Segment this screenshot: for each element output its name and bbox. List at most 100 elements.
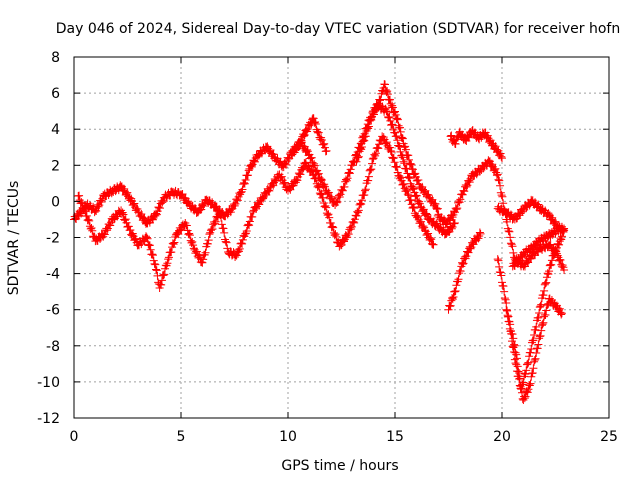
data-point: [222, 238, 231, 247]
data-point: [146, 245, 155, 254]
data-point: [406, 159, 415, 168]
data-point: [334, 191, 343, 200]
y-tick-label: 2: [51, 158, 60, 174]
data-point: [315, 189, 324, 198]
data-point: [314, 181, 323, 190]
data-point: [344, 230, 353, 239]
data-point: [293, 176, 302, 185]
data-point: [495, 262, 504, 271]
data-point: [234, 246, 243, 255]
data-point: [511, 348, 520, 357]
data-point: [388, 103, 397, 112]
data-point: [157, 276, 166, 285]
data-point: [144, 240, 153, 249]
data-point: [523, 359, 532, 368]
data-point: [152, 265, 161, 274]
data-point: [405, 160, 414, 169]
data-point: [241, 175, 250, 184]
data-point: [449, 293, 458, 301]
data-point: [508, 242, 517, 251]
data-point: [381, 80, 390, 89]
data-point: [521, 370, 530, 379]
data-point: [303, 124, 312, 133]
data-point: [84, 215, 93, 224]
data-point: [247, 161, 256, 170]
data-point: [498, 278, 506, 287]
data-point: [184, 197, 193, 206]
data-point: [243, 171, 252, 180]
data-point: [100, 230, 109, 239]
data-point: [238, 185, 247, 194]
data-point: [81, 207, 90, 216]
data-point: [301, 158, 310, 167]
data-point: [552, 247, 561, 256]
data-point: [79, 205, 88, 214]
data-point: [407, 160, 416, 169]
data-point: [364, 172, 373, 181]
data-point: [170, 238, 179, 247]
data-point: [522, 360, 531, 369]
data-point: [410, 204, 419, 213]
data-point: [399, 157, 408, 166]
data-point: [419, 222, 428, 231]
data-point: [85, 216, 94, 225]
data-point: [364, 176, 373, 185]
data-point: [237, 239, 246, 248]
data-point: [201, 248, 210, 257]
data-point: [419, 205, 428, 214]
data-point: [158, 198, 167, 207]
data-point: [208, 198, 217, 207]
data-point: [519, 378, 528, 387]
data-point: [329, 223, 338, 232]
data-point: [462, 136, 471, 145]
data-point: [447, 131, 456, 140]
data-point: [555, 304, 564, 313]
data-point: [444, 305, 453, 314]
data-point: [341, 175, 350, 184]
data-point: [394, 141, 403, 150]
x-tick-label: 10: [279, 429, 297, 445]
data-point: [245, 217, 254, 226]
data-point: [547, 256, 556, 265]
data-point: [163, 259, 172, 268]
data-point: [447, 224, 456, 233]
data-point: [327, 192, 336, 201]
y-tick-label: 6: [51, 86, 60, 102]
data-point: [498, 192, 507, 201]
data-point: [509, 248, 518, 257]
data-point: [332, 198, 341, 207]
data-point: [382, 138, 391, 147]
data-point: [536, 302, 545, 311]
data-point: [411, 192, 420, 201]
data-point: [427, 235, 436, 244]
data-point: [530, 330, 539, 339]
data-point: [558, 261, 567, 270]
data-point: [262, 191, 271, 200]
data-point: [556, 308, 565, 317]
y-tick-label: -10: [37, 375, 60, 391]
data-point: [266, 146, 275, 155]
data-point: [534, 340, 543, 349]
data-point: [391, 110, 400, 119]
data-point: [238, 239, 247, 248]
data-point: [555, 256, 564, 265]
data-point: [338, 186, 347, 195]
data-point: [316, 135, 325, 144]
data-point: [475, 228, 484, 237]
series-track-a: [70, 100, 459, 239]
series-track-c: [352, 80, 442, 214]
data-point: [460, 187, 469, 196]
data-point: [303, 147, 312, 156]
chart-title: Day 046 of 2024, Sidereal Day-to-day VTE…: [56, 21, 620, 37]
data-point: [503, 217, 512, 226]
data-point: [143, 234, 152, 243]
data-point: [527, 372, 536, 381]
data-point: [168, 239, 177, 248]
data-point: [308, 167, 317, 176]
data-point: [451, 286, 460, 295]
data-point: [450, 287, 459, 296]
data-point: [546, 240, 555, 249]
data-point: [542, 306, 551, 315]
data-point: [398, 134, 407, 143]
data-point: [313, 182, 322, 191]
